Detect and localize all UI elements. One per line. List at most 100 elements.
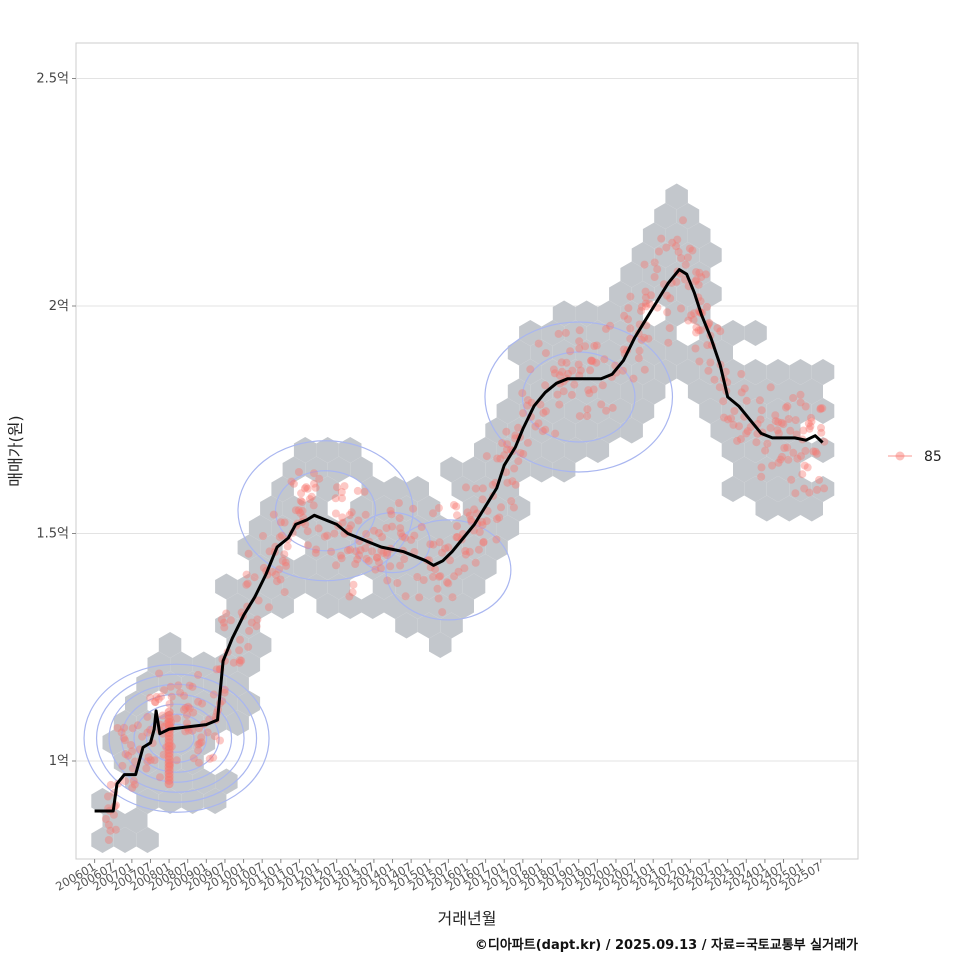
hexbin-cell — [361, 593, 384, 619]
data-point — [368, 547, 377, 556]
data-point — [352, 547, 360, 556]
data-point — [300, 484, 309, 493]
hexbin-cell — [665, 339, 688, 366]
data-point — [564, 369, 572, 378]
data-point — [291, 506, 300, 515]
hexbin-cell — [789, 437, 812, 463]
data-point — [626, 324, 635, 333]
hexbin-cell — [271, 593, 294, 619]
data-point — [128, 783, 137, 792]
data-point — [704, 366, 713, 375]
hexbin-cell — [541, 398, 565, 424]
data-point — [465, 511, 474, 520]
data-point — [431, 565, 440, 574]
data-point — [303, 484, 312, 493]
data-point — [383, 548, 392, 557]
hexbin-cell — [609, 320, 632, 346]
data-point — [715, 383, 724, 392]
data-point — [645, 300, 654, 308]
data-point — [294, 468, 303, 476]
data-point — [799, 426, 808, 435]
data-point — [276, 518, 285, 527]
hexbin-cell — [755, 378, 778, 405]
data-point — [216, 736, 224, 745]
hexbin-cell — [519, 359, 542, 385]
data-point — [683, 253, 692, 262]
data-point — [796, 390, 805, 399]
data-point — [174, 681, 183, 690]
y-axis: 1억 1.5억 2억 2.5억 — [36, 72, 76, 769]
hexbin-cell — [665, 183, 688, 210]
data-point — [691, 344, 700, 353]
hexbin-cell — [327, 534, 351, 561]
data-point — [336, 551, 345, 560]
data-point — [361, 510, 370, 519]
hexbin-cell — [811, 437, 835, 463]
data-point — [608, 403, 617, 412]
data-point — [244, 642, 253, 651]
data-point — [812, 449, 821, 458]
hexbin-cell — [811, 359, 835, 385]
data-point — [435, 538, 444, 547]
data-point — [426, 540, 435, 549]
hexbin-cell — [552, 456, 576, 483]
data-point — [101, 815, 110, 823]
hexbin-cell — [519, 437, 542, 463]
data-point — [183, 711, 191, 720]
data-point — [117, 728, 126, 737]
data-point — [150, 756, 159, 765]
hexbin-cell — [811, 398, 835, 424]
data-point — [757, 472, 766, 481]
data-point — [242, 580, 251, 589]
data-point — [386, 506, 395, 515]
hexbin-cell — [564, 320, 587, 346]
hexbin-cell — [586, 320, 610, 346]
data-point — [742, 396, 751, 405]
data-point — [575, 344, 584, 353]
hexbin-cell — [665, 222, 688, 249]
data-point — [688, 246, 697, 255]
hexbin-cell — [811, 476, 835, 502]
hexbin-cell — [665, 300, 688, 327]
data-point — [243, 579, 252, 588]
hexbin-cell — [755, 456, 778, 483]
data-point — [446, 556, 454, 565]
data-point — [220, 688, 229, 697]
hexbin-cell — [451, 476, 474, 502]
data-point — [296, 496, 305, 505]
data-point — [541, 407, 550, 416]
hexbin-cell — [620, 417, 643, 444]
data-point — [237, 656, 246, 665]
data-point — [379, 548, 388, 557]
hexbin-cell — [226, 671, 249, 697]
hexbin-cell — [654, 203, 677, 229]
hexbin-cell — [744, 320, 767, 346]
data-point — [429, 509, 437, 518]
data-point — [677, 304, 685, 313]
data-point — [120, 723, 129, 732]
data-point — [736, 435, 745, 444]
contour-ring — [521, 351, 636, 443]
data-point — [280, 550, 289, 559]
x-axis: 2006012006072007012007072008012008072009… — [53, 859, 824, 894]
hexbin-cell — [361, 554, 384, 580]
data-point — [338, 513, 347, 522]
data-point — [766, 423, 775, 432]
data-point — [298, 498, 307, 507]
data-point — [311, 483, 320, 492]
hexbin-cell — [91, 827, 114, 853]
data-point — [692, 268, 701, 277]
data-point — [355, 551, 364, 560]
data-point — [779, 420, 788, 429]
contour-ring — [133, 703, 220, 773]
data-point — [419, 576, 428, 584]
data-point — [205, 754, 214, 763]
data-point — [550, 369, 559, 378]
data-point — [805, 424, 814, 433]
data-point — [453, 522, 461, 531]
data-point — [508, 477, 517, 486]
hexbin-cell — [552, 417, 576, 444]
data-point — [776, 455, 785, 464]
data-point — [557, 358, 566, 367]
data-point — [482, 452, 491, 461]
